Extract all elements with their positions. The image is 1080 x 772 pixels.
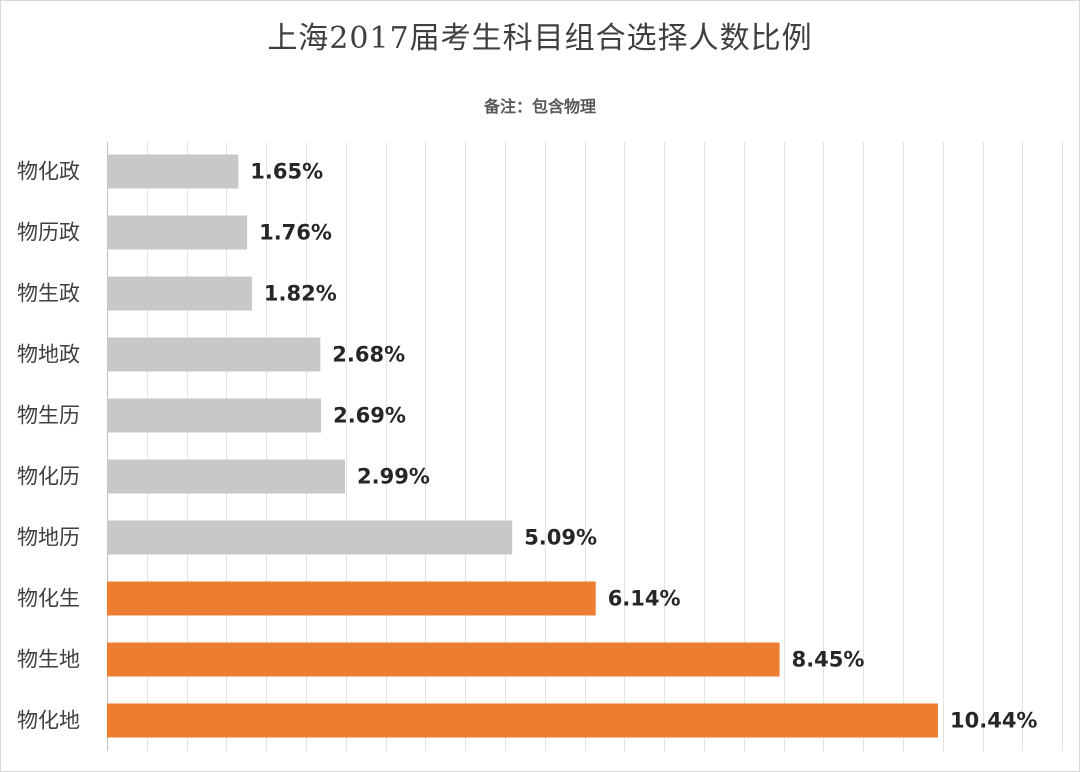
- category-label: 物化地: [17, 709, 80, 733]
- value-label: 6.14%: [608, 587, 681, 611]
- category-label: 物化政: [17, 160, 80, 184]
- category-label: 物化历: [17, 465, 80, 489]
- category-label: 物地历: [17, 526, 80, 550]
- bar-物生历: [107, 398, 322, 433]
- category-label: 物历政: [17, 221, 80, 245]
- chart-subtitle: 备注：包含物理: [483, 97, 596, 116]
- bar-物地历: [107, 520, 513, 555]
- value-label: 1.65%: [250, 160, 323, 184]
- bar-物历政: [107, 215, 248, 250]
- value-label: 2.68%: [332, 343, 405, 367]
- value-label: 1.76%: [259, 221, 332, 245]
- category-label: 物生政: [17, 282, 80, 306]
- category-label: 物生地: [17, 648, 80, 672]
- category-label: 物地政: [17, 343, 80, 367]
- bar-物化历: [107, 459, 345, 494]
- value-label: 2.99%: [357, 465, 430, 489]
- bar-物生政: [107, 276, 252, 311]
- value-label: 2.69%: [333, 404, 406, 428]
- value-label: 1.82%: [264, 282, 337, 306]
- value-label: 5.09%: [524, 526, 597, 550]
- chart-title: 上海2017届考生科目组合选择人数比例: [267, 21, 813, 56]
- bar-物化生: [107, 581, 596, 616]
- bar-物化政: [107, 154, 239, 189]
- value-label: 10.44%: [950, 709, 1037, 733]
- bar-物生地: [107, 642, 780, 677]
- bar-物地政: [107, 337, 321, 372]
- bar-物化地: [107, 703, 938, 738]
- category-label: 物生历: [17, 404, 80, 428]
- category-label: 物化生: [17, 587, 80, 611]
- value-label: 8.45%: [792, 648, 865, 672]
